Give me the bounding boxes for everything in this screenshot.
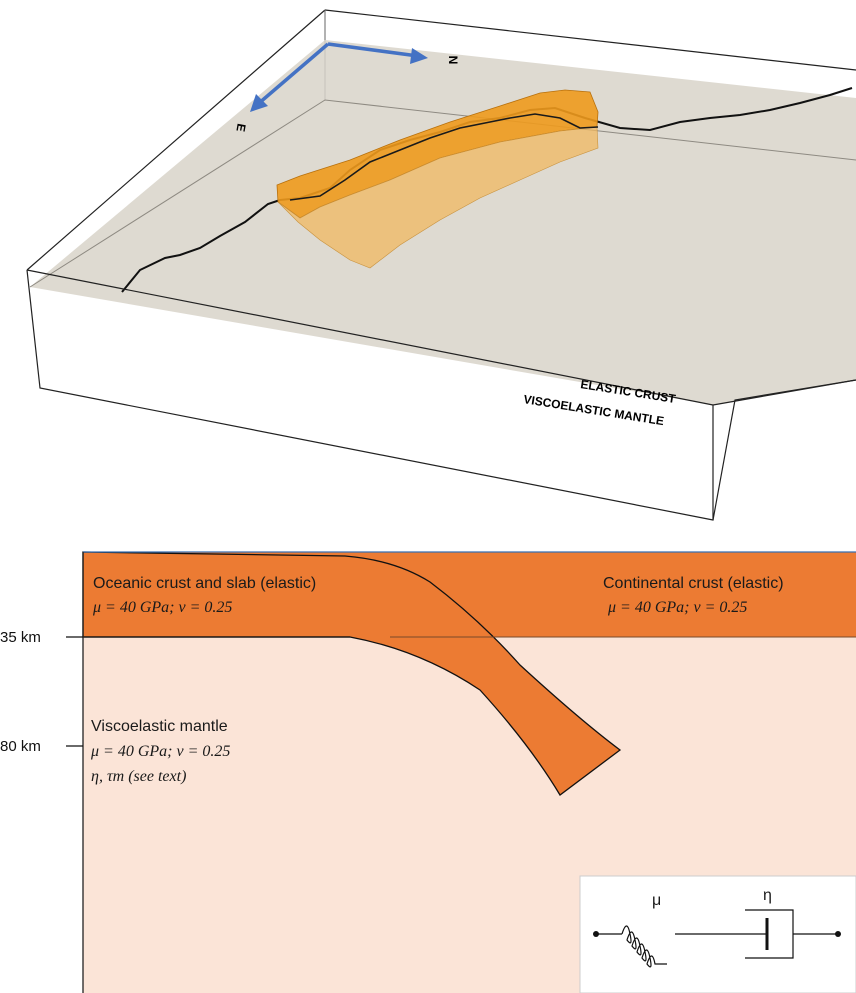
spring-icon — [621, 925, 667, 968]
slab-3d — [276, 89, 599, 269]
block-3d: N E ELASTIC CRUST VISCOELASTIC MANTLE — [26, 9, 856, 521]
mantle-params: μ = 40 GPa; ν = 0.25 — [90, 743, 230, 760]
right-node-icon — [835, 931, 841, 937]
cross-section: 35 km 80 km Oceanic crust and slab (elas… — [0, 551, 856, 993]
tick-label-80km: 80 km — [0, 738, 41, 755]
compass: N E — [233, 42, 460, 133]
box-front-top-edge — [26, 269, 714, 406]
east-label: E — [233, 123, 248, 133]
east-axis — [256, 42, 330, 106]
oceanic-title: Oceanic crust and slab (elastic) — [93, 575, 316, 592]
maxwell-inset: μ η — [579, 875, 856, 993]
mantle-extra: η, τm (see text) — [91, 768, 186, 785]
continental-params: μ = 40 GPa; ν = 0.25 — [607, 599, 747, 616]
plane-inner-edges — [29, 99, 856, 288]
north-axis — [327, 42, 419, 58]
north-label: N — [446, 56, 460, 65]
mantle-title: Viscoelastic mantle — [91, 718, 228, 735]
east-arrowhead-icon — [250, 94, 268, 112]
dashpot-label: η — [763, 887, 772, 904]
oceanic-params: μ = 40 GPa; ν = 0.25 — [92, 599, 232, 616]
continental-title: Continental crust (elastic) — [603, 575, 784, 592]
box-right-top-edge — [712, 379, 856, 406]
interface-plane — [30, 40, 856, 405]
box-back-left-edge — [26, 9, 326, 271]
tick-label-35km: 35 km — [0, 629, 41, 646]
box-back-edges — [324, 9, 856, 71]
slab-crack-line — [289, 113, 599, 201]
subducting-slab — [82, 551, 622, 796]
spring-label: μ — [652, 892, 661, 909]
slab-dipping-face — [277, 126, 599, 269]
north-arrowhead-icon — [410, 48, 428, 64]
